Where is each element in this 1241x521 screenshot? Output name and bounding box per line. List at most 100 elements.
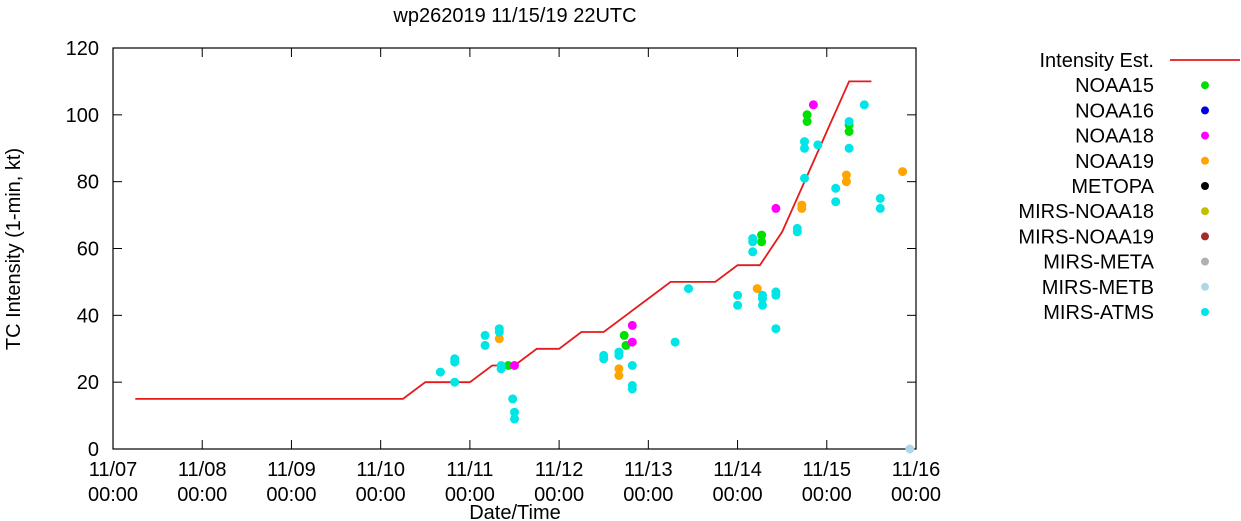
legend-label-mirs-noaa19: MIRS-NOAA19 [1018, 226, 1154, 248]
x-tick-label-time: 00:00 [88, 484, 138, 506]
point-mirs-atms [748, 237, 758, 247]
point-noaa15 [619, 330, 629, 340]
point-mirs-atms [844, 117, 854, 126]
point-mirs-atms [771, 324, 781, 334]
x-tick-label-time: 00:00 [713, 484, 763, 506]
legend-label-intensity-est: Intensity Est. [1040, 50, 1155, 72]
x-tick-label-date: 11/13 [624, 459, 673, 481]
legend-swatch-mirs-atms [1201, 308, 1209, 316]
point-mirs-atms [813, 140, 823, 150]
point-mirs-atms [758, 294, 767, 304]
x-tick-label-date: 11/10 [356, 459, 405, 481]
point-noaa19 [752, 284, 762, 294]
legend-swatch-metopa [1201, 182, 1209, 190]
legend-swatch-noaa18 [1201, 131, 1209, 140]
x-tick-label-time: 00:00 [177, 484, 227, 506]
point-mirs-atms [800, 173, 809, 183]
x-tick-label-date: 11/08 [178, 459, 227, 481]
point-mirs-atms [670, 337, 680, 347]
point-mirs-atms [859, 100, 869, 110]
legend-swatch-mirs-noaa19 [1201, 232, 1209, 241]
x-tick-label-time: 00:00 [891, 484, 941, 506]
point-noaa15 [802, 117, 812, 126]
point-mirs-atms [480, 330, 490, 340]
legend-swatch-noaa19 [1201, 156, 1209, 165]
legend-label-metopa: METOPA [1071, 176, 1154, 198]
y-tick-label: 20 [77, 372, 99, 394]
point-mirs-metb [905, 444, 915, 454]
legend-label-mirs-atms: MIRS-ATMS [1043, 302, 1154, 324]
point-mirs-atms [510, 414, 519, 424]
point-noaa15 [757, 237, 767, 247]
x-tick-label-time: 00:00 [534, 484, 584, 506]
point-mirs-atms [875, 203, 885, 213]
legend-swatch-noaa16 [1201, 106, 1209, 115]
y-tick-label: 100 [66, 105, 99, 127]
point-mirs-atms [684, 284, 693, 294]
point-noaa19 [494, 334, 504, 344]
legend-swatch-mirs-noaa18 [1201, 207, 1209, 216]
x-tick-label-time: 00:00 [266, 484, 316, 506]
point-mirs-atms [496, 364, 506, 374]
legend-label-mirs-metb: MIRS-METB [1042, 277, 1154, 299]
point-mirs-atms [800, 143, 809, 153]
y-tick-label: 60 [77, 239, 99, 261]
y-tick-label: 0 [88, 439, 99, 461]
point-noaa18 [808, 100, 818, 110]
point-mirs-atms [614, 350, 624, 360]
chart-title: wp262019 11/15/19 22UTC [392, 5, 636, 27]
legend-swatch-noaa15 [1201, 81, 1209, 90]
x-tick-label-time: 00:00 [623, 484, 673, 506]
point-mirs-atms [771, 290, 781, 300]
point-mirs-atms [480, 340, 490, 350]
point-noaa15 [844, 127, 854, 136]
legend-label-noaa15: NOAA15 [1075, 75, 1154, 97]
y-tick-label: 120 [66, 38, 99, 60]
point-mirs-atms [435, 367, 445, 377]
point-noaa18 [627, 320, 637, 330]
point-noaa19 [797, 203, 807, 213]
x-tick-label-time: 00:00 [356, 484, 406, 506]
point-noaa18 [627, 337, 637, 347]
point-noaa19 [841, 177, 851, 187]
legend-label-mirs-noaa18: MIRS-NOAA18 [1018, 201, 1154, 223]
x-tick-label-date: 11/14 [713, 459, 762, 481]
x-tick-label-date: 11/12 [535, 459, 584, 481]
point-mirs-atms [508, 394, 518, 404]
legend-swatch-mirs-metb [1201, 282, 1209, 291]
legend-label-noaa16: NOAA16 [1075, 100, 1154, 122]
x-tick-label-time: 00:00 [445, 484, 495, 506]
point-noaa19 [614, 364, 624, 374]
x-tick-label-date: 11/11 [446, 459, 493, 481]
point-mirs-atms [875, 193, 885, 203]
y-tick-label: 80 [77, 172, 99, 194]
legend-label-noaa19: NOAA19 [1075, 151, 1154, 173]
point-mirs-atms [844, 143, 854, 153]
point-noaa18 [771, 203, 781, 213]
point-mirs-atms [627, 384, 637, 394]
point-mirs-atms [627, 361, 637, 370]
x-tick-label-date: 11/09 [267, 459, 316, 481]
point-noaa19 [898, 167, 908, 177]
legend-swatch-mirs-meta [1201, 257, 1209, 266]
point-mirs-atms [792, 227, 802, 237]
point-mirs-atms [733, 300, 743, 310]
point-mirs-atms [831, 183, 841, 193]
legend-label-noaa18: NOAA18 [1075, 126, 1154, 148]
point-noaa19 [614, 371, 624, 380]
x-tick-label-time: 00:00 [802, 484, 852, 506]
point-mirs-atms [494, 327, 504, 337]
plot-frame [112, 47, 917, 450]
intensity-est-line [135, 80, 872, 400]
point-mirs-atms [831, 197, 841, 207]
point-mirs-atms [450, 377, 460, 387]
y-axis-title: TC Intensity (1-min, kt) [3, 148, 25, 350]
x-axis-title: Date/Time [469, 502, 561, 521]
point-mirs-atms [800, 137, 809, 147]
point-noaa15 [802, 110, 812, 120]
point-noaa15 [757, 230, 767, 240]
point-mirs-atms [510, 407, 519, 417]
legend-label-mirs-meta: MIRS-META [1043, 252, 1154, 274]
x-tick-label-date: 11/16 [892, 459, 941, 481]
